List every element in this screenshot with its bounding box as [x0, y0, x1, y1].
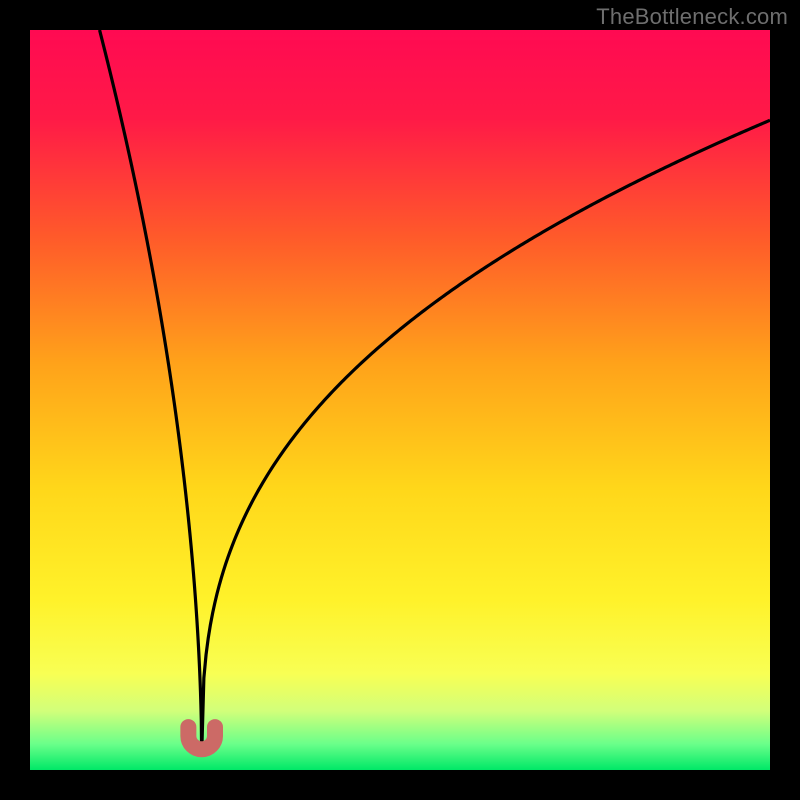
bottleneck-chart	[0, 0, 800, 800]
chart-container: TheBottleneck.com	[0, 0, 800, 800]
plot-background	[30, 30, 770, 770]
attribution-text: TheBottleneck.com	[596, 4, 788, 30]
